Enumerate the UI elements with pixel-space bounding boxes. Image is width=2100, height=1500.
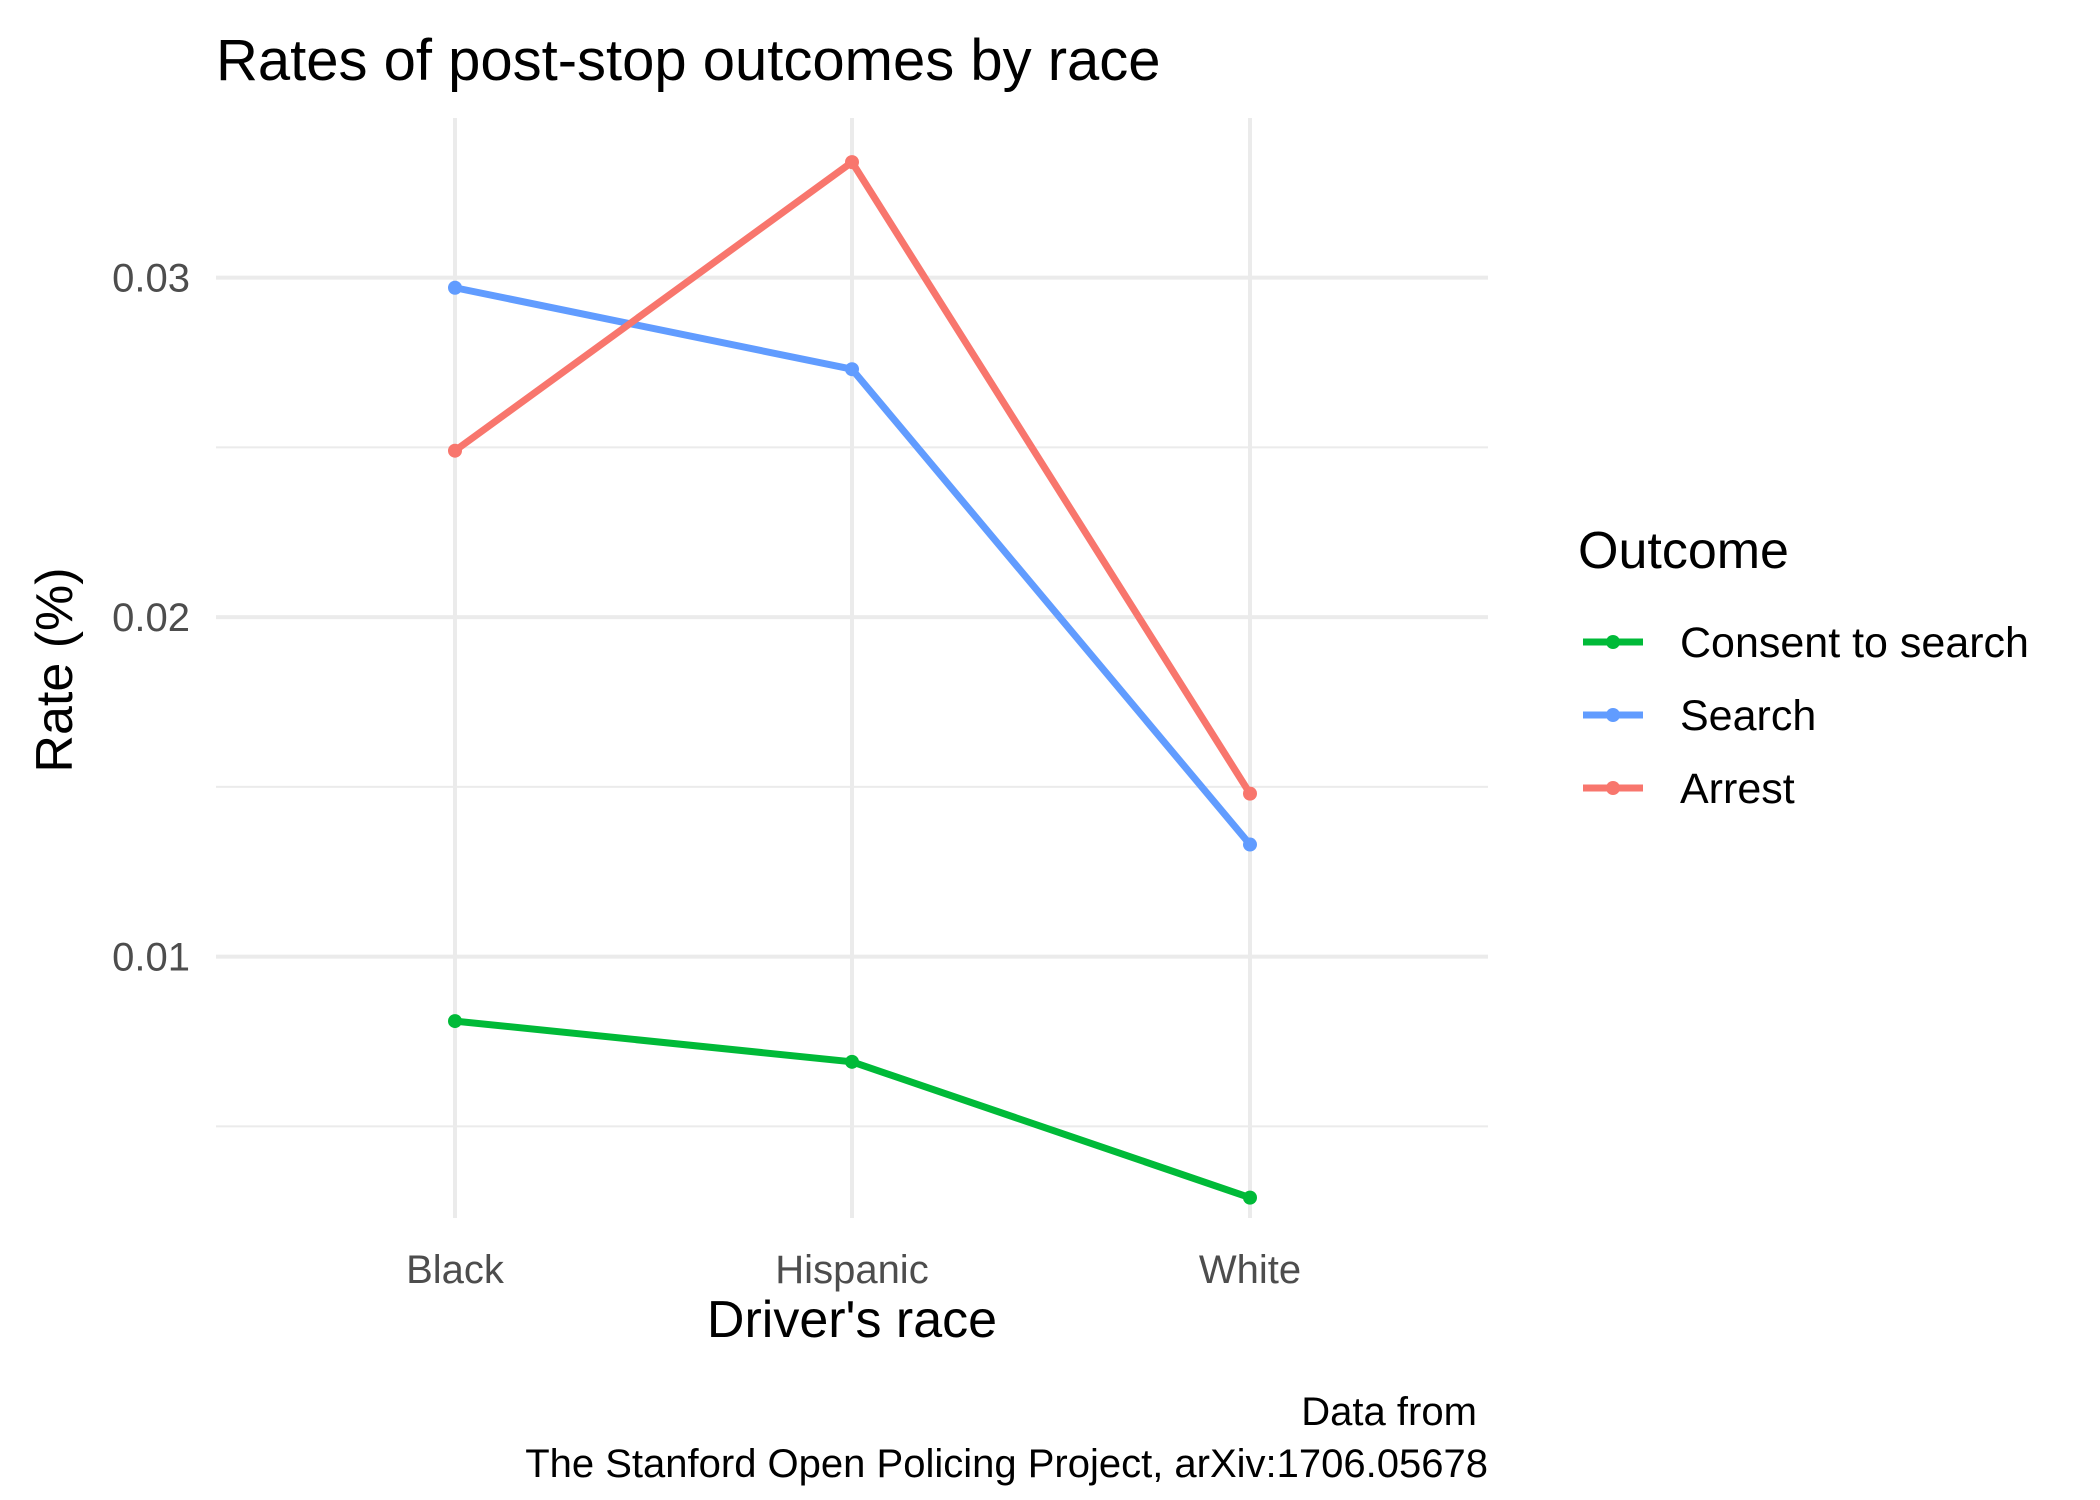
caption-line-1: Data from bbox=[1301, 1390, 1488, 1434]
caption-line-2: The Stanford Open Policing Project, arXi… bbox=[525, 1442, 1488, 1486]
chart-title: Rates of post-stop outcomes by race bbox=[216, 28, 1161, 93]
legend-key-point bbox=[1606, 781, 1620, 795]
data-point bbox=[845, 362, 859, 377]
x-tick-label: White bbox=[1199, 1248, 1301, 1292]
y-tick-label: 0.03 bbox=[112, 257, 190, 301]
data-point bbox=[845, 155, 859, 170]
plot-grid bbox=[216, 118, 1488, 1218]
axis-labels: 0.01 0.02 0.03 Black Hispanic White bbox=[112, 257, 1301, 1292]
data-point bbox=[448, 1014, 462, 1029]
data-point bbox=[448, 280, 462, 295]
legend-key-point bbox=[1606, 708, 1620, 722]
legend-key-point bbox=[1606, 635, 1620, 649]
y-tick-label: 0.01 bbox=[112, 936, 190, 980]
plot-series bbox=[448, 155, 1257, 1205]
legend-label: Search bbox=[1680, 692, 1816, 740]
legend-title: Outcome bbox=[1578, 522, 1789, 580]
y-tick-label: 0.02 bbox=[112, 596, 190, 640]
legend-label: Arrest bbox=[1680, 765, 1795, 813]
data-point bbox=[1243, 1190, 1257, 1205]
y-axis-title: Rate (%) bbox=[26, 567, 84, 772]
legend: Outcome Consent to search Search Arrest bbox=[1578, 522, 2029, 813]
legend-label: Consent to search bbox=[1680, 619, 2029, 667]
data-point bbox=[1243, 837, 1257, 852]
x-tick-label: Black bbox=[406, 1248, 505, 1292]
data-point bbox=[448, 443, 462, 458]
x-axis-title: Driver's race bbox=[707, 1291, 997, 1349]
data-point bbox=[1243, 786, 1257, 801]
x-tick-label: Hispanic bbox=[775, 1248, 928, 1292]
data-point bbox=[845, 1054, 859, 1069]
